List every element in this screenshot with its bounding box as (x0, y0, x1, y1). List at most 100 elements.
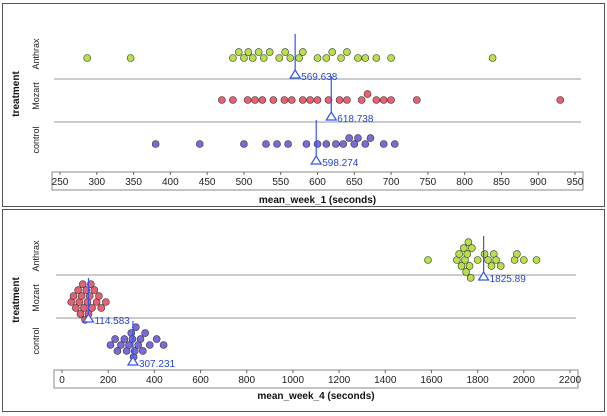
data-point-anthrax (322, 54, 331, 62)
data-point-mozart (88, 304, 96, 312)
x-tick-label: 1600 (420, 375, 443, 386)
data-point-mozart (287, 96, 296, 104)
data-point-mozart (85, 292, 94, 300)
mean-label-control: 598.274 (322, 158, 359, 169)
data-point-mozart (372, 96, 381, 104)
data-point-mozart (363, 90, 372, 98)
data-point-anthrax (520, 256, 528, 264)
data-point-control (284, 140, 292, 148)
x-tick-label: 1800 (467, 375, 490, 386)
x-tick-label: 800 (456, 177, 473, 188)
data-point-anthrax (275, 54, 284, 62)
data-point-anthrax (462, 268, 470, 276)
data-point-control (141, 329, 149, 337)
data-point-control (339, 140, 348, 148)
data-point-anthrax (281, 48, 289, 56)
data-point-control (139, 347, 147, 355)
data-point-anthrax (244, 48, 253, 56)
data-point-anthrax (464, 238, 473, 246)
data-point-anthrax (313, 54, 322, 62)
data-point-anthrax (459, 244, 468, 252)
x-axis-box (53, 369, 579, 389)
data-point-mozart (379, 96, 388, 104)
data-point-mozart (78, 280, 87, 288)
category-label-anthrax: Anthrax (31, 240, 41, 272)
data-point-control (322, 140, 331, 148)
data-point-mozart (72, 304, 80, 312)
data-point-anthrax (254, 48, 263, 56)
data-point-mozart (77, 292, 86, 300)
data-point-mozart (251, 96, 259, 104)
category-label-control: control (31, 327, 41, 354)
data-point-anthrax (387, 54, 395, 62)
data-point-control (390, 140, 399, 148)
data-point-control (120, 335, 129, 343)
data-point-anthrax (513, 250, 521, 258)
data-point-control (113, 347, 122, 355)
mean-label-mozart: 618.738 (337, 114, 374, 125)
data-point-anthrax (328, 48, 337, 56)
data-point-control (361, 140, 370, 148)
x-tick-label: 550 (272, 177, 289, 188)
data-point-anthrax (265, 48, 274, 56)
x-axis-title: mean_week_1 (seconds) (259, 195, 376, 206)
data-point-anthrax (126, 54, 135, 62)
data-point-anthrax (463, 250, 472, 258)
data-point-mozart (69, 292, 78, 300)
x-tick-label: 500 (236, 177, 253, 188)
y-axis-title: treatment (11, 71, 22, 117)
data-point-anthrax (83, 54, 92, 62)
data-point-mozart (87, 280, 95, 288)
data-point-control (262, 140, 270, 148)
x-tick-label: 200 (100, 375, 117, 386)
mean-marker-mozart (82, 312, 95, 323)
data-point-anthrax (488, 54, 497, 62)
data-point-control (240, 140, 248, 148)
x-tick-label: 350 (125, 177, 142, 188)
data-point-control (350, 140, 359, 148)
data-point-control (106, 341, 115, 349)
data-point-mozart (343, 96, 351, 104)
chart-panel-week-1: treatment Anthrax Mozart control 569.638 618.… (2, 3, 605, 207)
data-point-control (111, 335, 119, 343)
data-point-anthrax (354, 54, 362, 62)
category-label-mozart: Mozart (31, 284, 41, 312)
x-tick-label: 600 (192, 375, 209, 386)
data-point-control (379, 140, 388, 148)
data-point-anthrax (496, 262, 505, 270)
data-point-anthrax (466, 274, 475, 282)
category-label-anthrax: Anthrax (31, 38, 41, 70)
x-tick-label: 400 (162, 177, 179, 188)
data-point-mozart (102, 298, 110, 306)
data-point-anthrax (473, 256, 482, 264)
data-point-mozart (324, 96, 333, 104)
x-tick-label: 850 (493, 177, 510, 188)
data-point-mozart (298, 96, 307, 104)
category-label-control: control (31, 126, 41, 153)
data-point-anthrax (455, 250, 463, 258)
data-point-control (195, 140, 204, 148)
data-point-mozart (243, 96, 252, 104)
x-tick-label: 300 (88, 177, 105, 188)
data-point-control (366, 134, 375, 142)
data-point-mozart (556, 96, 565, 104)
data-point-control (273, 140, 281, 148)
data-point-anthrax (286, 54, 295, 62)
data-point-anthrax (487, 262, 496, 270)
x-tick-label: 450 (199, 177, 216, 188)
data-point-mozart (258, 96, 267, 104)
data-point-mozart (76, 310, 85, 318)
x-tick-label: 750 (420, 177, 437, 188)
x-tick-label: 2200 (559, 375, 582, 386)
x-tick-label: 0 (59, 375, 65, 386)
x-tick-label: 600 (309, 177, 326, 188)
data-point-anthrax (229, 54, 237, 62)
x-tick-label: 950 (567, 177, 584, 188)
data-point-anthrax (457, 262, 466, 270)
data-point-control (354, 134, 362, 142)
data-point-anthrax (259, 54, 268, 62)
x-tick-label: 900 (530, 177, 547, 188)
mean-marker-anthrax (477, 270, 490, 281)
data-point-control (313, 140, 322, 148)
data-point-mozart (335, 96, 344, 104)
